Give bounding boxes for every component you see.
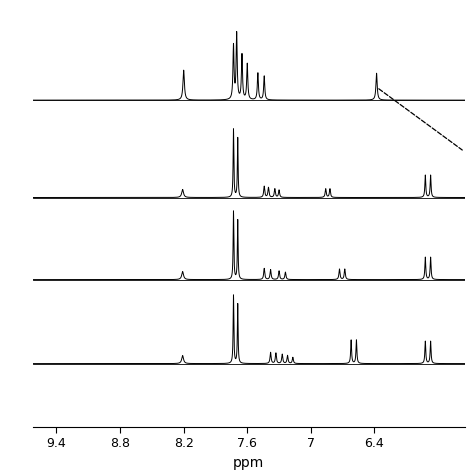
- X-axis label: ppm: ppm: [233, 456, 264, 470]
